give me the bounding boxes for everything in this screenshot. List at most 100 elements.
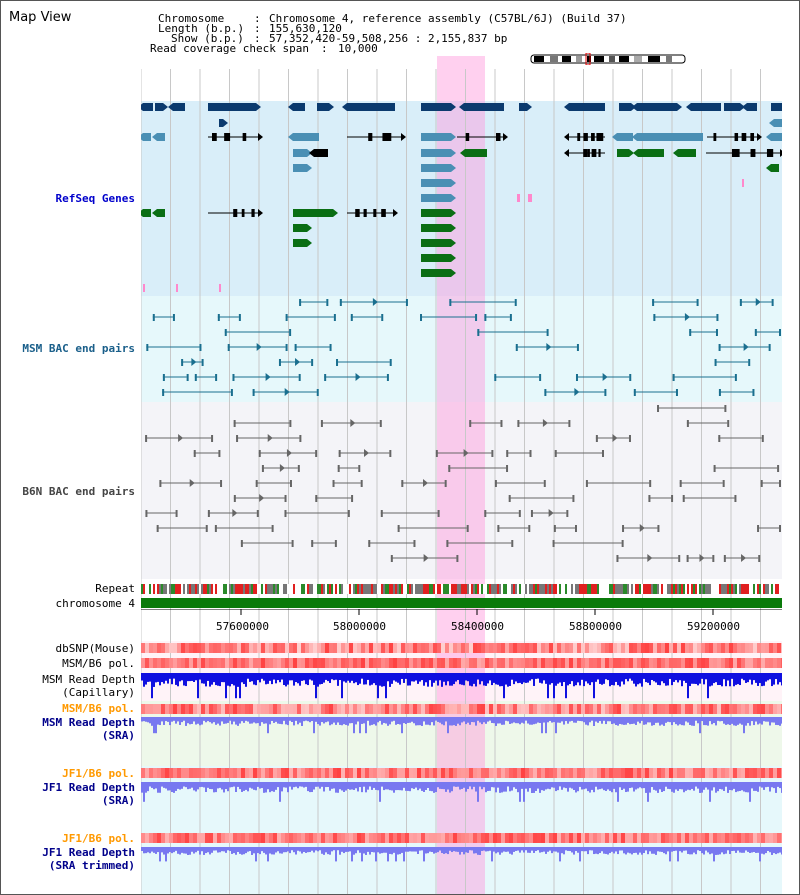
depth-bar <box>207 847 209 853</box>
depth-bar <box>655 782 657 791</box>
heat-cell <box>641 768 645 778</box>
repeat-cell <box>481 584 483 594</box>
depth-bar <box>577 782 579 792</box>
heat-cell <box>709 643 713 653</box>
repeat-cell <box>399 584 401 594</box>
depth-bar <box>497 673 499 685</box>
depth-bar <box>409 673 411 686</box>
heat-cell <box>293 658 297 668</box>
bac-end <box>294 344 297 351</box>
bac-end <box>401 480 404 487</box>
refseq-genes-track[interactable] <box>141 101 782 296</box>
bac-end <box>289 480 292 487</box>
heat-cell <box>169 658 173 668</box>
depth-bar <box>163 847 165 855</box>
depth-bar <box>765 847 767 854</box>
depth-bar <box>279 847 281 854</box>
depth-bar <box>691 673 693 684</box>
axis-tick-1: 57600000 <box>216 620 269 633</box>
depth-bar <box>549 717 551 721</box>
heat-cell <box>585 658 589 668</box>
msm-bac-track[interactable] <box>141 296 782 402</box>
repeat-cell <box>233 584 235 594</box>
depth-bar <box>535 717 537 724</box>
b6n-bac-track[interactable] <box>141 402 782 579</box>
repeat-cell <box>781 584 782 594</box>
repeat-cell <box>697 584 699 594</box>
chromosome-bar[interactable] <box>141 598 782 608</box>
gene-block <box>143 209 151 217</box>
depth-bar <box>491 847 493 862</box>
heat-cell <box>513 704 517 714</box>
heat-cell <box>241 768 245 778</box>
depth-bar <box>207 717 209 722</box>
depth-bar <box>189 847 191 855</box>
depth-bar <box>555 673 557 686</box>
depth-bar <box>187 717 189 724</box>
depth-bar <box>141 717 143 722</box>
gene-exon <box>251 209 255 217</box>
depth-bar <box>427 717 429 725</box>
chromosome-ideogram[interactable] <box>530 53 687 65</box>
heat-cell <box>761 833 765 843</box>
depth-bar <box>667 717 669 722</box>
depth-bar <box>637 782 639 789</box>
bac-end <box>298 374 301 381</box>
depth-bar <box>523 673 525 683</box>
heat-cell <box>241 833 245 843</box>
label-b6n-bac[interactable]: B6N BAC end pairs <box>22 485 135 498</box>
heat-cell <box>601 704 605 714</box>
depth-bar <box>239 673 241 699</box>
heat-cell <box>281 768 285 778</box>
heat-cell <box>537 658 541 668</box>
depth-bar <box>303 717 305 722</box>
repeat-cell <box>207 584 209 594</box>
heat-cell <box>425 833 429 843</box>
gene-exon <box>598 149 601 157</box>
depth-bar <box>775 782 777 793</box>
depth-bar <box>481 673 483 682</box>
heat-cell <box>149 768 153 778</box>
depth-bar <box>681 717 683 726</box>
heat-cell <box>477 768 481 778</box>
depth-bar <box>553 717 555 723</box>
gene-block <box>747 103 757 111</box>
depth-bar <box>435 717 437 721</box>
repeat-cell <box>291 584 293 594</box>
depth-bar <box>547 717 549 723</box>
depth-bar <box>345 847 347 852</box>
depth-bar <box>415 782 417 788</box>
heat-cell <box>417 768 421 778</box>
depth-bar <box>595 717 597 722</box>
depth-bar <box>203 847 205 855</box>
depth-bar <box>391 847 393 855</box>
quantitative-tracks[interactable] <box>141 641 782 894</box>
depth-bar <box>427 847 429 854</box>
label-msm-bac[interactable]: MSM BAC end pairs <box>22 342 135 355</box>
heat-cell <box>721 643 725 653</box>
depth-bar <box>387 782 389 790</box>
depth-bar <box>177 847 179 854</box>
repeat-track[interactable] <box>141 584 782 594</box>
gene-block <box>157 133 165 141</box>
repeat-cell <box>271 584 273 594</box>
heat-cell <box>729 658 733 668</box>
depth-bar <box>689 847 691 855</box>
depth-bar <box>187 673 189 682</box>
repeat-cell <box>355 584 357 594</box>
label-refseq-genes[interactable]: RefSeq Genes <box>55 192 135 205</box>
heat-cell <box>213 768 217 778</box>
heat-cell <box>645 704 649 714</box>
depth-bar <box>311 673 313 681</box>
depth-bar <box>719 782 721 789</box>
repeat-cell <box>263 584 265 594</box>
heat-cell <box>197 643 201 653</box>
heat-cell <box>597 768 601 778</box>
gene-arrow <box>451 209 456 217</box>
depth-bar <box>761 717 763 725</box>
depth-bar <box>579 782 581 787</box>
depth-bar <box>335 717 337 725</box>
repeat-cell <box>689 584 691 594</box>
heat-cell <box>237 704 241 714</box>
